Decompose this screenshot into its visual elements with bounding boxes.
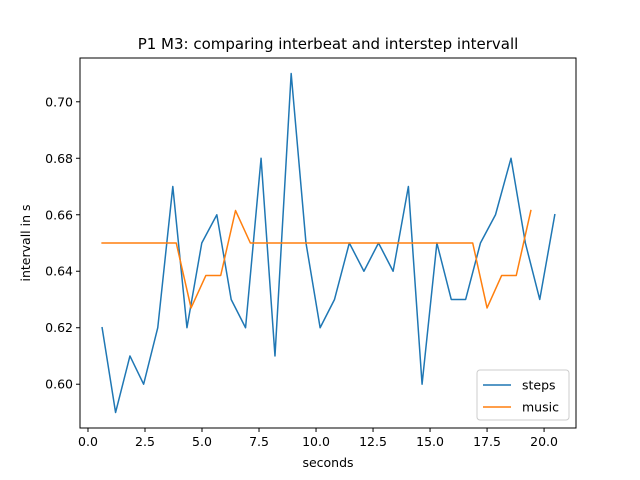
x-tick-label: 17.5 xyxy=(473,434,501,449)
y-tick-label: 0.60 xyxy=(45,377,73,392)
y-tick-label: 0.66 xyxy=(45,207,73,222)
x-tick-label: 15.0 xyxy=(416,434,444,449)
x-tick-label: 0.0 xyxy=(78,434,98,449)
y-tick-label: 0.70 xyxy=(45,94,73,109)
y-tick-label: 0.62 xyxy=(45,320,73,335)
y-tick-label: 0.68 xyxy=(45,151,73,166)
series-line-steps xyxy=(101,72,556,414)
plot-area-frame xyxy=(79,57,577,429)
x-tick-label: 10.0 xyxy=(302,434,330,449)
x-axis: 0.0 2.5 5.0 7.5 10.0 12.5 15.0 17.5 20.0 xyxy=(78,428,558,449)
legend: steps music xyxy=(476,369,570,421)
legend-label-music: music xyxy=(522,400,559,415)
y-axis: 0.60 0.62 0.64 0.66 0.68 0.70 xyxy=(45,94,80,392)
legend-label-steps: steps xyxy=(522,378,556,393)
x-tick-label: 2.5 xyxy=(135,434,155,449)
chart-title: P1 M3: comparing interbeat and interstep… xyxy=(138,35,519,53)
y-tick-label: 0.64 xyxy=(45,264,73,279)
series-layer xyxy=(101,72,556,414)
series-line-music xyxy=(101,209,532,309)
x-tick-label: 20.0 xyxy=(530,434,558,449)
y-axis-label: intervall in s xyxy=(18,205,33,282)
x-tick-label: 5.0 xyxy=(192,434,212,449)
x-tick-label: 12.5 xyxy=(359,434,387,449)
x-tick-label: 7.5 xyxy=(249,434,269,449)
x-axis-label: seconds xyxy=(302,455,353,470)
